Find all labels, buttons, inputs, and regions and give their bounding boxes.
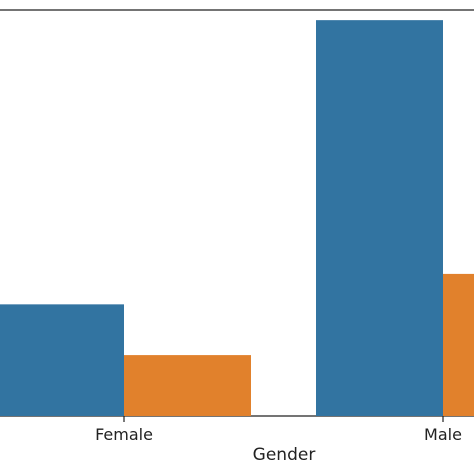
x-axis-label: Gender [253, 445, 316, 465]
bar-female-series-1 [0, 304, 124, 416]
x-tick-label-male: Male [424, 425, 462, 444]
bar-female-series-2 [124, 355, 251, 416]
bar-male-series-2 [443, 273, 474, 416]
bar-male-series-1 [316, 20, 443, 417]
bars-group [0, 20, 474, 417]
x-tick-label-female: Female [95, 425, 153, 444]
x-ticks-group: Female Male [95, 416, 462, 444]
